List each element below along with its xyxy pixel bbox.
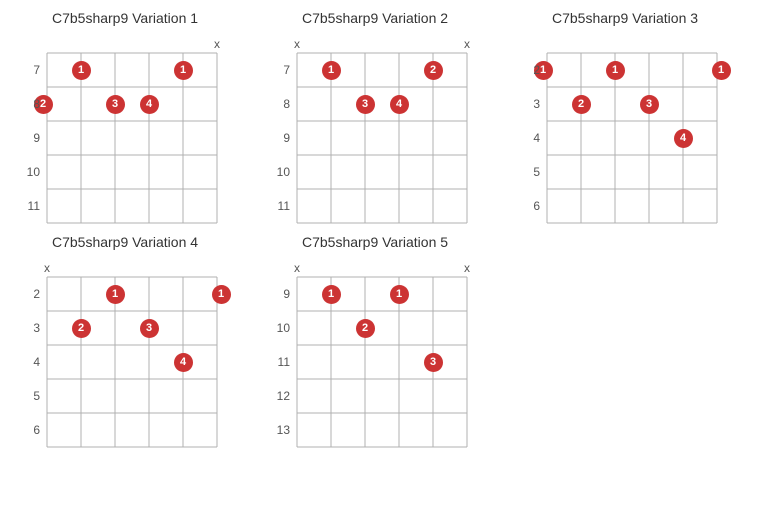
finger-dot: 1: [322, 61, 341, 80]
mute-mark: x: [214, 37, 220, 51]
mute-mark: x: [464, 261, 470, 275]
fret-label: 5: [20, 389, 40, 403]
finger-dot: 2: [572, 95, 591, 114]
fret-label: 5: [520, 165, 540, 179]
mute-mark: x: [464, 37, 470, 51]
chord-title: C7b5sharp9 Variation 3: [520, 10, 730, 26]
finger-dot: 3: [640, 95, 659, 114]
fret-label: 7: [270, 63, 290, 77]
finger-dot: 1: [212, 285, 231, 304]
finger-dot: 2: [72, 319, 91, 338]
fret-label: 13: [270, 423, 290, 437]
fretboard: 11123423456: [546, 52, 718, 224]
fret-label: 10: [270, 165, 290, 179]
chord-diagram-wrap: xx1123910111213: [270, 260, 480, 448]
fret-label: 2: [520, 63, 540, 77]
finger-dot: 1: [712, 61, 731, 80]
finger-dot: 1: [174, 61, 193, 80]
fret-label: 9: [20, 131, 40, 145]
finger-dot: 1: [72, 61, 91, 80]
chord-diagram-1: C7b5sharp9 Variation 1x112347891011: [20, 10, 230, 224]
fret-label: 6: [20, 423, 40, 437]
fret-label: 7: [20, 63, 40, 77]
fret-label: 11: [20, 199, 40, 213]
fretboard: x1123423456: [46, 276, 218, 448]
finger-dot: 3: [424, 353, 443, 372]
fret-label: 3: [520, 97, 540, 111]
finger-dot: 2: [424, 61, 443, 80]
finger-dot: 1: [322, 285, 341, 304]
fret-label: 11: [270, 199, 290, 213]
finger-dot: 4: [140, 95, 159, 114]
fret-label: 6: [520, 199, 540, 213]
finger-dot: 3: [140, 319, 159, 338]
finger-dot: 3: [356, 95, 375, 114]
chord-diagram-2: C7b5sharp9 Variation 2 x x 1 2 34 7 8 9 10 11: [270, 10, 480, 224]
fretboard: xx1123910111213: [296, 276, 468, 448]
fret-label: 3: [20, 321, 40, 335]
mute-mark: x: [44, 261, 50, 275]
finger-dot: 3: [106, 95, 125, 114]
fretboard: x112347891011: [46, 52, 218, 224]
fret-label: 8: [20, 97, 40, 111]
chord-title: C7b5sharp9 Variation 2: [270, 10, 480, 26]
finger-dot: 2: [356, 319, 375, 338]
fret-label: 8: [270, 97, 290, 111]
finger-dot: 4: [174, 353, 193, 372]
fret-label: 11: [270, 355, 290, 369]
fret-label: 12: [270, 389, 290, 403]
chord-diagram-4: C7b5sharp9 Variation 4x1123423456: [20, 234, 230, 448]
chord-diagram-wrap: x112347891011: [20, 36, 230, 224]
chord-diagram-wrap: x x 1 2 34 7 8 9 10 11: [270, 36, 480, 224]
finger-dot: 1: [106, 285, 125, 304]
fret-label: 10: [20, 165, 40, 179]
mute-mark: x: [294, 261, 300, 275]
fret-label: 4: [520, 131, 540, 145]
finger-dot: 4: [390, 95, 409, 114]
chord-diagram-5: C7b5sharp9 Variation 5xx1123910111213: [270, 234, 480, 448]
chord-diagram-3: C7b5sharp9 Variation 311123423456: [520, 10, 730, 224]
chord-diagram-wrap: 11123423456: [520, 36, 730, 224]
finger-dot: 1: [390, 285, 409, 304]
fret-label: 10: [270, 321, 290, 335]
fret-label: 9: [270, 287, 290, 301]
chord-title: C7b5sharp9 Variation 5: [270, 234, 480, 250]
chord-title: C7b5sharp9 Variation 1: [20, 10, 230, 26]
fret-label: 4: [20, 355, 40, 369]
fret-label: 9: [270, 131, 290, 145]
finger-dot: 4: [674, 129, 693, 148]
mute-mark: x: [294, 37, 300, 51]
finger-dot: 1: [606, 61, 625, 80]
fretboard: xx12347891011: [296, 52, 468, 224]
fret-label: 2: [20, 287, 40, 301]
chord-diagram-wrap: x1123423456: [20, 260, 230, 448]
chord-title: C7b5sharp9 Variation 4: [20, 234, 230, 250]
